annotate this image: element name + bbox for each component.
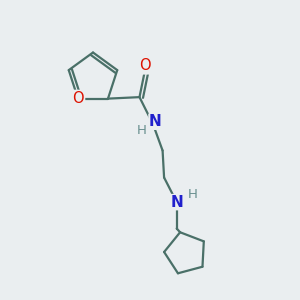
Text: O: O [139,58,151,73]
Text: O: O [72,91,84,106]
Text: H: H [137,124,146,137]
Text: N: N [170,195,183,210]
Text: H: H [188,188,197,201]
Text: N: N [149,114,162,129]
